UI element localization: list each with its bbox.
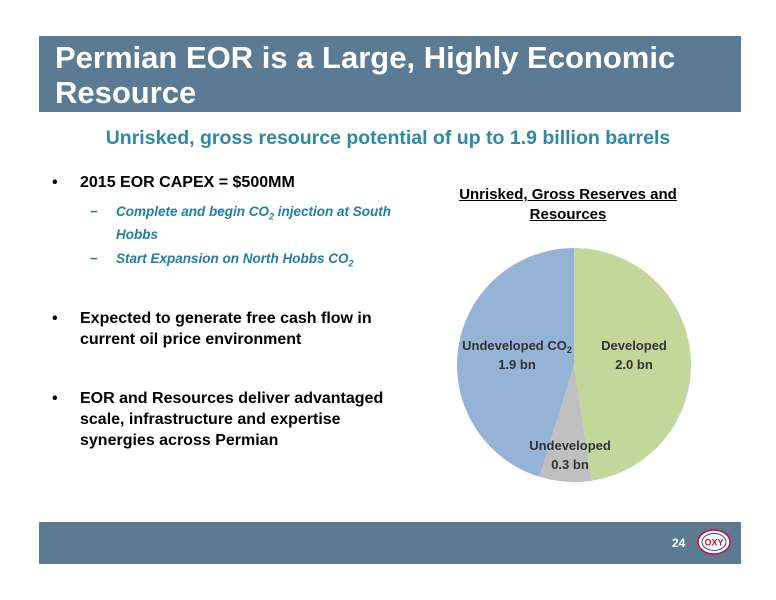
page-number: 24 bbox=[672, 536, 686, 550]
pie-slice bbox=[574, 248, 691, 481]
bullet-dot-icon: • bbox=[52, 390, 58, 407]
slice-label: Developed bbox=[601, 338, 667, 353]
pie-slice bbox=[456, 248, 574, 477]
bullet-dot-icon: • bbox=[52, 174, 58, 191]
footer-bar bbox=[39, 522, 741, 564]
slice-value-label: 0.3 bn bbox=[551, 457, 589, 472]
title-bar: Permian EOR is a Large, Highly Economic … bbox=[39, 36, 741, 112]
dash-icon: − bbox=[90, 251, 98, 266]
dash-icon: − bbox=[90, 204, 98, 219]
slice-label: Undeveloped bbox=[529, 438, 611, 453]
sub-bullet-text: Start Expansion on North Hobbs CO2 bbox=[116, 251, 354, 269]
bullet-dot-icon: • bbox=[52, 310, 58, 327]
svg-text:OXY: OXY bbox=[704, 538, 723, 548]
slide-title: Permian EOR is a Large, Highly Economic … bbox=[55, 40, 676, 110]
bullet-text: Expected to generate free cash flow in c… bbox=[80, 310, 372, 348]
sub-bullet-text: Complete and begin CO2 injection at Sout… bbox=[116, 204, 392, 242]
slice-value-label: 1.9 bn bbox=[498, 357, 536, 372]
chart-title: Unrisked, Gross Reserves and Resources bbox=[459, 186, 677, 223]
oxy-logo: OXY bbox=[697, 529, 731, 555]
slide-subtitle: Unrisked, gross resource potential of up… bbox=[105, 127, 671, 149]
bullet-text: 2015 EOR CAPEX = $500MM bbox=[80, 174, 295, 191]
slice-value-label: 2.0 bn bbox=[615, 357, 653, 372]
bullet-text: EOR and Resources deliver advantaged sca… bbox=[80, 390, 384, 449]
slice-label: Undeveloped CO2 bbox=[462, 338, 572, 355]
pie-slice bbox=[539, 365, 592, 483]
